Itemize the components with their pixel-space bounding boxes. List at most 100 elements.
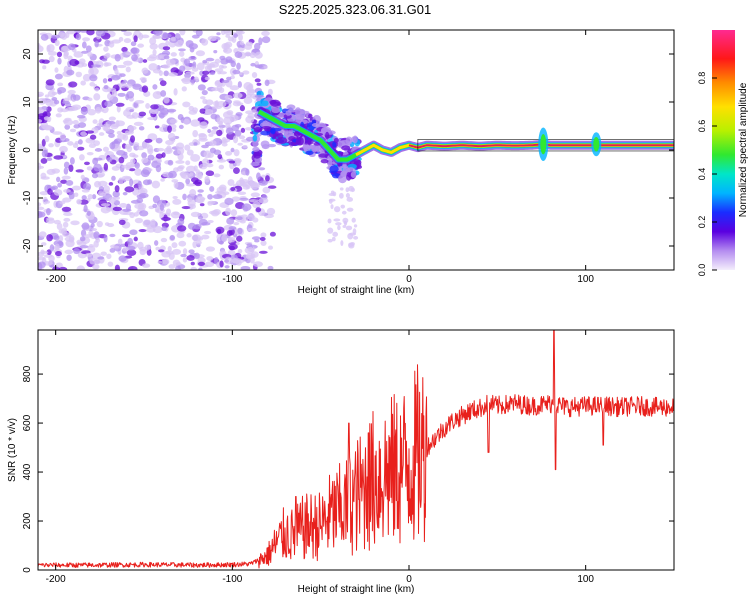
noise-blob [163, 96, 170, 104]
noise-blob [64, 236, 75, 242]
noise-blob [200, 96, 206, 100]
noise-blob [62, 100, 70, 105]
noise-blob [87, 60, 94, 69]
noise-blob [38, 119, 43, 123]
noise-blob [216, 159, 227, 163]
noise-blob [118, 82, 128, 88]
snr-x-tick-label: -200 [46, 574, 66, 585]
noise-blob [123, 60, 133, 66]
noise-blob [193, 165, 198, 171]
colorbar-gradient [712, 30, 735, 270]
noise-blob [256, 172, 261, 181]
noise-blob [103, 234, 108, 243]
ridge-bulge-core [593, 137, 600, 152]
noise-blob [47, 188, 53, 195]
noise-blob [152, 84, 158, 90]
noise-blob [117, 133, 127, 140]
signal-blob [332, 141, 337, 148]
noise-blob [87, 97, 93, 102]
snr-y-tick-label: 600 [22, 414, 33, 431]
faint-blob [352, 228, 357, 235]
noise-blob [218, 64, 225, 70]
noise-blob [224, 94, 233, 100]
noise-blob [125, 83, 133, 89]
faint-blob [350, 241, 355, 246]
noise-blob [46, 217, 55, 221]
noise-blob [95, 237, 101, 243]
noise-blob [71, 104, 82, 110]
noise-blob [158, 249, 165, 253]
noise-blob [256, 82, 262, 86]
faint-blob [332, 231, 339, 237]
noise-blob [185, 160, 191, 166]
noise-blob [45, 200, 50, 204]
noise-blob [199, 203, 205, 207]
noise-blob [205, 246, 216, 252]
noise-blob [126, 249, 137, 256]
noise-blob [239, 177, 244, 185]
noise-blob [54, 73, 63, 80]
noise-blob [189, 189, 197, 197]
colorbar-tick-label: 0.0 [697, 264, 707, 277]
noise-blob [38, 165, 45, 169]
noise-blob [58, 235, 64, 243]
noise-blob [60, 32, 68, 40]
noise-blob [217, 153, 223, 160]
noise-blob [179, 30, 186, 36]
noise-blob [81, 222, 90, 230]
noise-blob [84, 161, 90, 166]
noise-blob [66, 254, 72, 261]
noise-blob [73, 51, 84, 58]
noise-blob [163, 70, 169, 77]
noise-blob [146, 56, 157, 62]
noise-blob [244, 43, 253, 50]
noise-blob [55, 251, 62, 257]
noise-blob [238, 33, 243, 42]
noise-blob [126, 145, 133, 153]
noise-blob [189, 79, 196, 83]
noise-blob [208, 133, 214, 137]
noise-blob [77, 139, 83, 145]
noise-blob [204, 230, 212, 235]
noise-blob [87, 51, 93, 57]
noise-blob [172, 259, 181, 267]
noise-blob [94, 108, 105, 112]
noise-blob [237, 191, 247, 195]
noise-blob [44, 94, 50, 98]
colorbar-tick-label: 0.8 [697, 72, 707, 85]
noise-blob [47, 90, 56, 98]
noise-blob [57, 86, 67, 94]
noise-blob [214, 58, 221, 64]
signal-blob [252, 146, 260, 152]
signal-blob [295, 136, 304, 146]
noise-blob [146, 144, 153, 153]
noise-blob [219, 260, 224, 268]
noise-blob [76, 241, 87, 246]
noise-blob [77, 122, 87, 128]
noise-blob [152, 35, 162, 40]
noise-blob [176, 225, 187, 232]
noise-blob [59, 145, 68, 153]
snr-y-ticks: 0 200 400 600 800 [22, 365, 674, 573]
noise-blob [147, 179, 153, 185]
signal-blob [253, 127, 263, 133]
noise-blob [87, 215, 95, 221]
noise-blob [109, 142, 116, 150]
noise-blob [224, 99, 233, 105]
noise-blob [112, 206, 122, 212]
noise-blob [147, 116, 157, 121]
noise-blob [185, 40, 194, 48]
noise-blob [218, 184, 227, 192]
noise-blob [247, 227, 257, 232]
noise-blob [134, 203, 145, 210]
signal-blob [260, 130, 271, 136]
noise-blob [86, 30, 95, 36]
snr-y-tick-label: 800 [22, 365, 33, 382]
noise-blob [81, 188, 90, 193]
noise-blob [122, 247, 129, 252]
noise-blob [246, 243, 253, 247]
noise-blob [116, 130, 122, 135]
noise-blob [180, 253, 187, 258]
signal-blob [305, 150, 314, 155]
spectrogram-x-tick-label: -100 [222, 274, 242, 285]
